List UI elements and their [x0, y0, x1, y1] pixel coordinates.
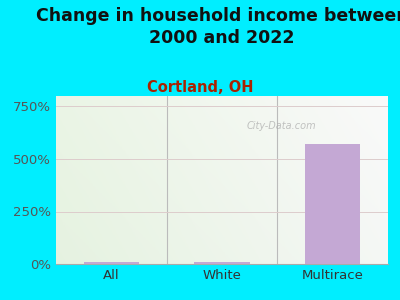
Text: Cortland, OH: Cortland, OH	[147, 80, 253, 94]
Text: City-Data.com: City-Data.com	[247, 121, 316, 131]
Bar	[84, 262, 139, 264]
Bar	[194, 262, 250, 264]
Bar	[305, 144, 360, 264]
Title: Change in household income between
2000 and 2022: Change in household income between 2000 …	[36, 7, 400, 47]
